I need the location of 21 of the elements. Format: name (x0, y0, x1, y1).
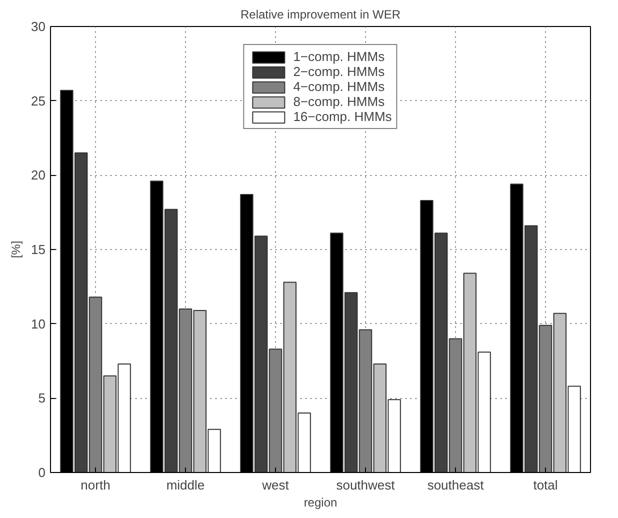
x-axis-title: region (304, 496, 338, 510)
y-tick-label: 5 (38, 390, 46, 406)
legend-label: 1−comp. HMMs (293, 49, 385, 64)
chart-title: Relative improvement in WER (240, 8, 401, 22)
y-tick-label: 20 (31, 168, 46, 183)
x-tick-label: west (261, 478, 290, 492)
x-tick-label: total (533, 478, 558, 492)
x-tick-label: southeast (427, 478, 484, 492)
legend-label: 8−comp. HMMs (293, 94, 385, 109)
legend-label: 16−comp. HMMs (293, 109, 392, 124)
legend-label: 2−comp. HMMs (293, 64, 385, 79)
y-tick-label: 25 (31, 93, 46, 108)
y-axis-title: [%] (9, 240, 24, 258)
x-tick-label: southwest (336, 478, 396, 492)
y-tick-label: 30 (31, 19, 46, 34)
y-tick-label: 15 (31, 242, 46, 257)
x-tick-label: north (80, 478, 110, 492)
x-tick-label: middle (166, 478, 205, 492)
legend-label: 4−comp. HMMs (293, 79, 385, 94)
y-tick-label: 0 (38, 465, 46, 480)
y-tick-label: 10 (31, 316, 46, 332)
